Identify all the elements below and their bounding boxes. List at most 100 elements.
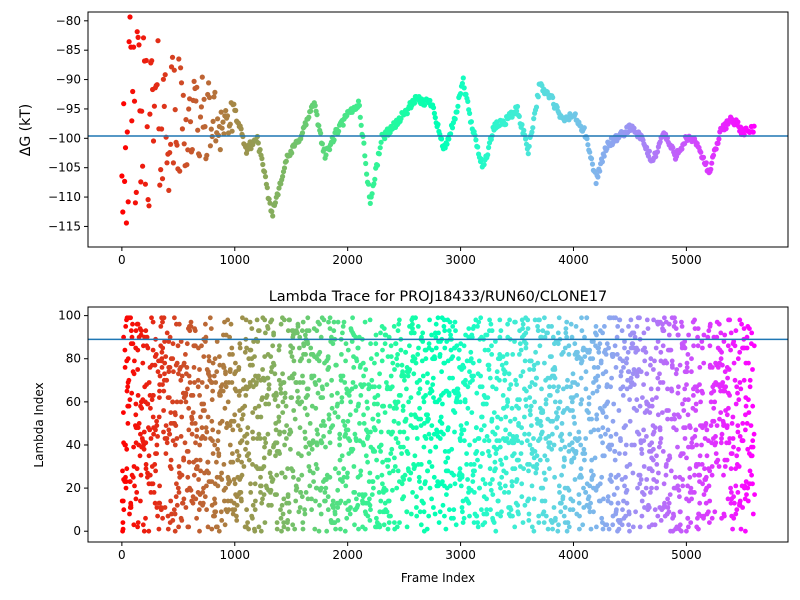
lambda-point <box>174 502 180 508</box>
lambda-point <box>618 436 623 441</box>
lambda-point <box>138 431 143 437</box>
lambda-point <box>543 513 549 519</box>
lambda-point <box>215 446 221 452</box>
lambda-point <box>297 334 303 340</box>
lambda-point <box>395 399 401 405</box>
delta-g-point <box>525 151 531 157</box>
lambda-point <box>540 328 546 334</box>
lambda-point <box>429 423 435 428</box>
lambda-point <box>572 421 577 426</box>
lambda-point <box>163 354 169 359</box>
lambda-point <box>297 345 302 351</box>
lambda-point <box>518 451 524 456</box>
lambda-point <box>576 500 582 506</box>
lambda-point <box>137 453 143 459</box>
lambda-point <box>164 436 170 441</box>
lambda-point <box>133 328 139 334</box>
lambda-point <box>221 462 227 467</box>
lambda-point <box>242 349 248 355</box>
lambda-point <box>121 410 126 415</box>
delta-g-point <box>196 153 203 159</box>
lambda-point <box>465 384 471 390</box>
lambda-point <box>325 356 331 362</box>
delta-g-point <box>177 168 183 174</box>
lambda-point <box>123 479 129 484</box>
lambda-point <box>246 457 252 463</box>
lambda-point <box>250 362 255 368</box>
lambda-point <box>453 328 458 334</box>
lambda-point <box>686 397 691 403</box>
lambda-point <box>644 371 650 377</box>
lambda-point <box>324 382 330 387</box>
lambda-point <box>599 474 605 480</box>
lambda-point <box>519 494 525 500</box>
lambda-point <box>352 490 358 495</box>
lambda-point <box>146 380 152 385</box>
lambda-point <box>325 494 331 500</box>
lambda-point <box>332 466 338 472</box>
lambda-point <box>378 330 383 336</box>
lambda-point <box>228 321 234 327</box>
delta-g-point <box>212 89 218 95</box>
lambda-point <box>402 472 408 478</box>
lambda-point <box>357 365 363 370</box>
delta-g-point <box>154 82 160 88</box>
lambda-point <box>152 500 158 506</box>
delta-g-point <box>140 163 146 169</box>
delta-g-point <box>364 171 370 177</box>
lambda-point <box>531 367 537 372</box>
lambda-point <box>387 470 392 476</box>
lambda-point <box>638 477 644 482</box>
lambda-point <box>660 449 666 454</box>
lambda-point <box>546 434 552 439</box>
lambda-chart-title: Lambda Trace for PROJ18433/RUN60/CLONE17 <box>269 289 608 305</box>
lambda-point <box>587 505 592 510</box>
delta-g-point <box>306 114 312 120</box>
lambda-point <box>263 440 269 446</box>
lambda-point <box>369 377 375 383</box>
lambda-point <box>559 472 564 478</box>
lambda-point <box>642 358 648 364</box>
lambda-point <box>504 403 510 409</box>
lambda-point <box>254 317 260 323</box>
lambda-point <box>364 399 370 405</box>
lambda-point <box>196 507 202 513</box>
lambda-point <box>349 386 355 392</box>
delta-g-point <box>283 158 289 164</box>
lambda-point <box>685 515 691 521</box>
lambda-point <box>133 412 139 418</box>
delta-g-point <box>157 182 163 188</box>
lambda-point <box>626 324 631 329</box>
lambda-point <box>745 498 751 504</box>
lambda-point <box>526 496 532 502</box>
lambda-point <box>265 431 271 437</box>
lambda-point <box>381 403 387 409</box>
lambda-point <box>300 526 306 532</box>
lambda-point <box>264 393 270 398</box>
lambda-point <box>304 412 310 418</box>
delta-g-point <box>262 169 268 175</box>
lambda-point <box>452 481 458 487</box>
lambda-point <box>664 462 669 467</box>
lambda-point <box>356 526 361 532</box>
lambda-point <box>236 393 242 398</box>
lambda-point <box>417 509 423 515</box>
lambda-point <box>163 423 169 428</box>
lambda-point <box>580 522 586 528</box>
lambda-point <box>658 436 664 441</box>
lambda-point <box>577 513 582 519</box>
lambda-point <box>385 464 391 469</box>
lambda-point <box>527 462 532 467</box>
lambda-point <box>302 436 308 441</box>
lambda-point <box>655 339 661 344</box>
delta-g-point <box>713 146 719 152</box>
lambda-point <box>299 453 304 459</box>
lambda-point <box>433 345 439 351</box>
lambda-point <box>396 321 402 327</box>
lambda-point <box>126 403 132 409</box>
delta-g-point <box>227 121 233 127</box>
lambda-point <box>731 515 737 521</box>
lambda-point <box>733 401 739 407</box>
lambda-point <box>695 326 701 331</box>
lambda-point <box>672 319 678 325</box>
